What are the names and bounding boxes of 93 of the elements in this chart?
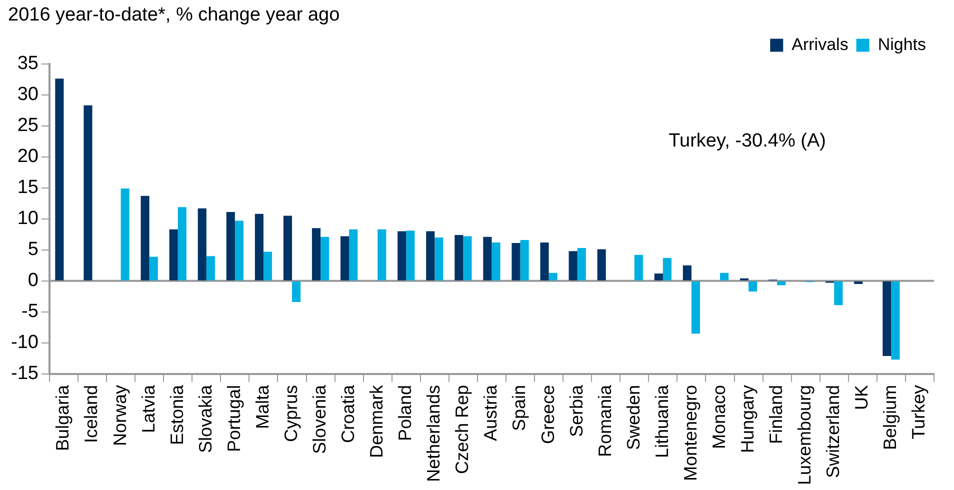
bar: [55, 78, 64, 280]
x-tick-label: Turkey: [908, 384, 929, 440]
x-tick-label: Netherlands: [424, 384, 444, 482]
bar: [634, 254, 643, 280]
bar: [84, 105, 92, 280]
x-tick-label: Montenegro: [680, 384, 700, 482]
x-tick-label: Switzerland: [823, 384, 844, 478]
bar: [198, 208, 206, 280]
x-tick-label: Norway: [110, 384, 130, 446]
annotation: Turkey, -30.4% (A): [668, 130, 826, 152]
bar: [492, 242, 500, 280]
y-tick-label: 0: [28, 270, 38, 292]
bar: [854, 281, 863, 284]
bar: [682, 265, 692, 280]
bar: [834, 281, 843, 306]
x-tick-label: Malta: [252, 384, 272, 429]
bar: [283, 216, 292, 280]
bar: [463, 236, 472, 280]
bar: [777, 281, 786, 286]
bar: [512, 243, 520, 280]
y-tick-label: 10: [17, 208, 38, 230]
bar: [483, 236, 492, 280]
bar: [568, 251, 578, 280]
bar: [406, 230, 415, 280]
x-tick-label: Portugal: [224, 384, 244, 452]
x-tick-label: Hungary: [738, 384, 758, 453]
x-tick-label: Iceland: [81, 384, 102, 443]
y-tick-label: 5: [28, 239, 38, 260]
x-tick-label: Denmark: [366, 384, 387, 458]
x-tick-label: Slovenia: [310, 384, 330, 454]
bar: [312, 228, 321, 280]
bar: [577, 248, 586, 280]
x-tick-label: Cyprus: [280, 384, 301, 442]
bar: [320, 236, 330, 280]
bar: [691, 281, 700, 334]
x-tick-label: Sweden: [623, 384, 644, 450]
bar: [234, 220, 244, 280]
y-tick-label: 30: [17, 84, 38, 106]
y-tick-label: -15: [10, 363, 38, 384]
bar: [540, 242, 549, 280]
y-tick-label: 35: [17, 53, 38, 74]
bar: [349, 229, 358, 280]
bar: [426, 231, 435, 280]
bar: [292, 281, 301, 302]
x-tick-label: Serbia: [566, 384, 586, 437]
bar: [520, 240, 529, 280]
x-tick-label: Monaco: [708, 384, 729, 449]
x-tick-label: Bulgaria: [52, 384, 73, 451]
x-tick-label: Lithuania: [652, 384, 672, 458]
bar: [149, 256, 158, 280]
bar: [597, 249, 606, 280]
bar: [454, 234, 464, 280]
x-tick-label: Croatia: [338, 384, 358, 443]
x-tick-label: Finland: [766, 384, 786, 444]
bar: [720, 272, 729, 280]
bar: [891, 281, 900, 360]
bar: [169, 229, 178, 280]
bar: [378, 229, 386, 280]
y-tick-label: -5: [22, 301, 38, 322]
x-tick-label: Poland: [395, 384, 416, 441]
legend-label: Nights: [878, 34, 926, 54]
x-tick-label: Spain: [509, 384, 530, 431]
x-tick-label: Belgium: [880, 384, 900, 450]
y-tick-label: 15: [17, 177, 38, 198]
bar: [748, 281, 758, 292]
y-tick-label: -10: [10, 332, 38, 354]
bar: [263, 252, 272, 280]
bar: [398, 231, 406, 280]
bar: [140, 196, 150, 280]
x-tick-label: Slovakia: [195, 384, 216, 453]
bar: [206, 256, 215, 280]
x-tick-label: UK: [852, 384, 872, 410]
bar: [340, 236, 350, 280]
bar: [882, 281, 892, 356]
legend-label: Arrivals: [792, 34, 848, 54]
x-tick-label: Austria: [480, 384, 501, 441]
x-tick-label: Luxembourg: [794, 384, 815, 486]
bar: [548, 272, 558, 280]
bar: [178, 207, 186, 280]
x-tick-label: Estonia: [166, 384, 187, 445]
x-tick-label: Czech Rep: [452, 384, 472, 474]
bar: [120, 188, 130, 280]
bar: [662, 258, 672, 280]
x-tick-label: Romania: [594, 384, 615, 457]
bar: [434, 237, 444, 280]
bar: [254, 214, 264, 280]
chart-title: 2016 year-to-date*, % change year ago: [8, 4, 340, 26]
y-tick-label: 25: [17, 115, 38, 136]
y-tick-label: 20: [17, 146, 38, 168]
x-tick-label: Latvia: [138, 384, 158, 433]
x-tick-label: Greece: [538, 384, 558, 444]
bar: [226, 212, 235, 280]
bar: [654, 273, 663, 280]
